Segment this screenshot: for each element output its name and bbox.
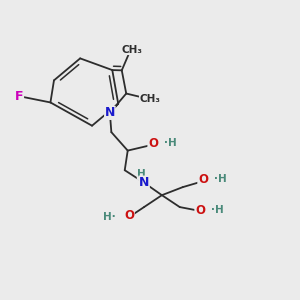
Text: H: H [137, 169, 146, 179]
Text: H·: H· [103, 212, 116, 222]
Text: O: O [148, 137, 158, 150]
Text: N: N [105, 106, 115, 119]
Text: CH₃: CH₃ [140, 94, 160, 104]
Text: CH₃: CH₃ [122, 44, 143, 55]
Text: ·H: ·H [214, 174, 227, 184]
Text: ·H: ·H [164, 138, 177, 148]
Text: F: F [15, 90, 23, 103]
Text: ·H: ·H [211, 205, 224, 215]
Text: N: N [139, 176, 149, 189]
Text: O: O [124, 209, 134, 223]
Text: O: O [195, 204, 205, 218]
Text: O: O [198, 173, 208, 186]
